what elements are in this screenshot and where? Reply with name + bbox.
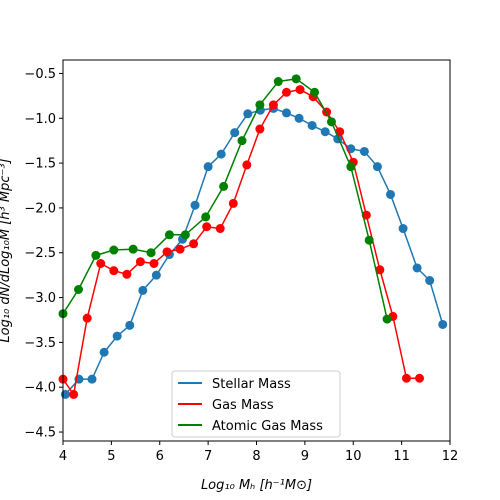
data-point [60,389,70,399]
series-layer [58,74,448,399]
data-point [346,162,356,172]
data-point [242,160,252,170]
x-tick-label: 4 [59,449,67,464]
data-point [295,85,305,95]
data-point [281,108,291,118]
y-tick-label: −1.0 [24,112,56,127]
data-point [228,198,238,208]
x-tick-label: 11 [393,449,410,464]
data-point [255,100,265,110]
x-tick-label: 9 [301,449,309,464]
legend-label: Stellar Mass [212,377,291,392]
data-point [268,100,278,110]
data-point [82,313,92,323]
data-point [273,77,283,87]
data-point [415,373,425,383]
data-point [216,149,226,159]
data-point [375,265,385,275]
data-point [162,247,172,257]
data-point [201,212,211,222]
data-point [175,244,185,254]
data-point [87,374,97,384]
series-atomic-gas-mass [58,74,392,324]
y-tick-label: −1.5 [24,157,56,172]
x-tick-label: 7 [204,449,212,464]
y-tick-label: −4.0 [24,381,56,396]
data-point [125,320,135,330]
legend-label: Atomic Gas Mass [212,419,323,434]
data-point [112,331,122,341]
x-tick-label: 8 [252,449,260,464]
data-point [219,181,229,191]
data-point [385,189,395,199]
y-axis-label: Log₁₀ dN/dLog₁₀M [h³ Mpc⁻³] [0,158,13,342]
y-tick-label: −2.0 [24,201,56,216]
data-point [382,314,392,324]
data-point [69,389,79,399]
data-point [425,276,435,286]
data-point [310,87,320,97]
data-point [202,222,212,232]
data-point [203,162,213,172]
legend-label: Gas Mass [212,398,274,413]
data-point [320,127,330,137]
y-tick-label: −4.5 [24,426,56,441]
data-point [215,224,225,234]
data-point [398,224,408,234]
x-axis: 4 5 6 7 8 9 10 11 12 [59,441,458,464]
legend: Stellar Mass Gas Mass Atomic Gas Mass [171,370,341,438]
data-point [109,245,119,255]
data-point [372,162,382,172]
y-tick-label: −2.5 [24,246,56,261]
y-tick-label: −0.5 [24,67,56,82]
data-point [151,270,161,280]
data-point [99,347,109,357]
data-point [359,146,369,156]
legend-box [171,370,341,438]
data-point [91,250,101,260]
data-point [412,263,422,273]
data-point [73,284,83,294]
x-tick-label: 5 [107,449,115,464]
data-point [149,258,159,268]
data-point [294,113,304,123]
y-tick-label: −3.0 [24,291,56,306]
y-axis: −4.5 −4.0 −3.5 −3.0 −2.5 −2.0 −1.5 −1.0 −0.5 [24,67,63,441]
data-point [255,124,265,134]
data-point [326,117,336,127]
data-point [230,128,240,138]
data-point [243,109,253,119]
data-point [401,373,411,383]
data-point [180,230,190,240]
data-point [128,244,138,254]
data-point [96,258,106,268]
series-line [62,88,420,397]
data-point [364,235,374,245]
data-point [281,87,291,97]
data-point [190,200,200,210]
data-point [146,248,156,258]
data-point [291,74,301,84]
data-point [135,257,145,267]
data-point [164,230,174,240]
data-point [122,269,132,279]
data-point [189,239,199,249]
data-point [237,136,247,146]
data-point [307,120,317,130]
x-tick-label: 10 [345,449,362,464]
data-point [138,285,148,295]
x-tick-label: 6 [156,449,164,464]
y-tick-label: −3.5 [24,336,56,351]
x-tick-label: 12 [442,449,459,464]
x-axis-label: Log₁₀ Mₕ [h⁻¹M⊙] [201,478,312,493]
data-point [438,319,448,329]
data-point [109,266,119,276]
